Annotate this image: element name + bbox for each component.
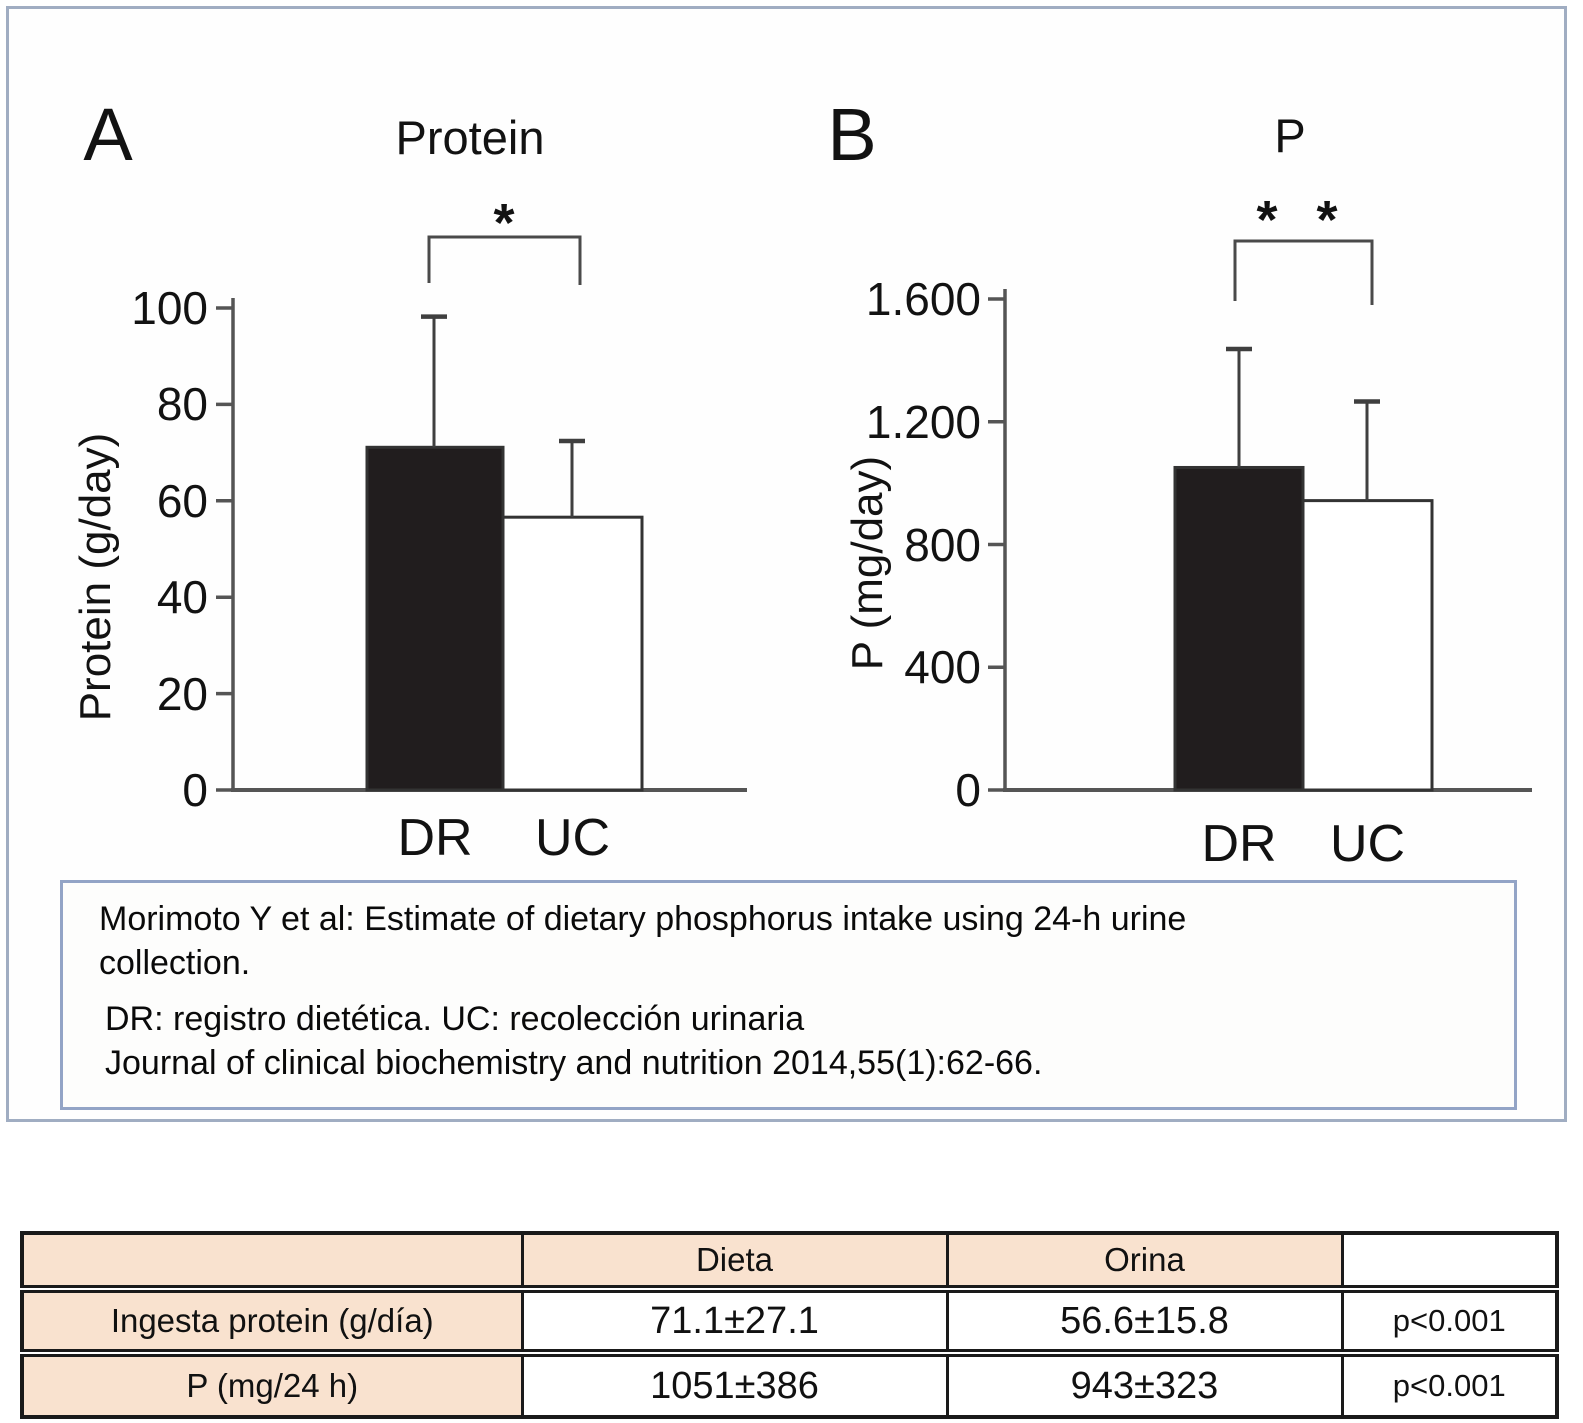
- citation-box: Morimoto Y et al: Estimate of dietary ph…: [60, 880, 1517, 1110]
- table-header-empty: [20, 1231, 524, 1291]
- phosphorus-orina-value: 943±323: [945, 1349, 1344, 1419]
- y-tick-label-A: 60: [156, 474, 208, 527]
- chart-title-A: Protein: [395, 111, 545, 164]
- y-tick-label-B: 0: [955, 764, 981, 816]
- y-tick-label-B: 1.600: [865, 273, 981, 325]
- protein-orina-value: 56.6±15.8: [945, 1285, 1344, 1355]
- chart-title-B: P: [1274, 109, 1306, 162]
- panel-label-A: A: [83, 93, 133, 176]
- citation-line-4: Journal of clinical biochemistry and nut…: [105, 1044, 1043, 1082]
- x-category-label-uc-A: UC: [534, 809, 611, 867]
- y-tick-label-B: 800: [904, 518, 981, 571]
- phosphorus-pvalue: p<0.001: [1340, 1349, 1559, 1419]
- summary-table: Dieta Orina Ingesta protein (g/día) 71.1…: [20, 1231, 1559, 1419]
- citation-line-2: collection.: [99, 944, 251, 982]
- citation-line-1: Morimoto Y et al: Estimate of dietary ph…: [99, 900, 1187, 938]
- significance-stars-A: *: [493, 193, 515, 253]
- citation-line-3: DR: registro dietética. UC: recolección …: [105, 1000, 805, 1038]
- row-label-protein: Ingesta protein (g/día): [20, 1285, 524, 1355]
- y-tick-label-A: 80: [156, 378, 208, 431]
- table-header-orina: Orina: [945, 1231, 1344, 1291]
- y-tick-label-B: 1.200: [865, 395, 981, 448]
- y-tick-label-A: 20: [156, 667, 208, 720]
- y-tick-label-A: 100: [131, 282, 208, 334]
- x-category-label-dr-B: DR: [1201, 815, 1277, 873]
- y-tick-label-A: 0: [182, 764, 208, 816]
- significance-stars-B: * *: [1256, 190, 1350, 250]
- y-axis-label-A: Protein (g/day): [71, 432, 120, 722]
- panel-label-B: B: [827, 93, 877, 176]
- table-row-phosphorus: P (mg/24 h) 1051±386 943±323 p<0.001: [20, 1349, 1559, 1419]
- phosphorus-dieta-value: 1051±386: [520, 1349, 949, 1419]
- y-tick-label-A: 40: [156, 571, 208, 624]
- table-header-empty-right: [1340, 1231, 1559, 1291]
- x-category-label-uc-B: UC: [1329, 815, 1406, 873]
- protein-pvalue: p<0.001: [1340, 1285, 1559, 1355]
- protein-dieta-value: 71.1±27.1: [520, 1285, 949, 1355]
- x-category-label-dr-A: DR: [397, 809, 473, 867]
- y-tick-label-B: 400: [904, 641, 981, 694]
- table-header-row: Dieta Orina: [20, 1231, 1559, 1291]
- row-label-phosphorus: P (mg/24 h): [20, 1349, 524, 1419]
- table-header-dieta: Dieta: [520, 1231, 949, 1291]
- table-row-protein: Ingesta protein (g/día) 71.1±27.1 56.6±1…: [20, 1285, 1559, 1355]
- y-axis-label-B: P (mg/day): [843, 455, 892, 671]
